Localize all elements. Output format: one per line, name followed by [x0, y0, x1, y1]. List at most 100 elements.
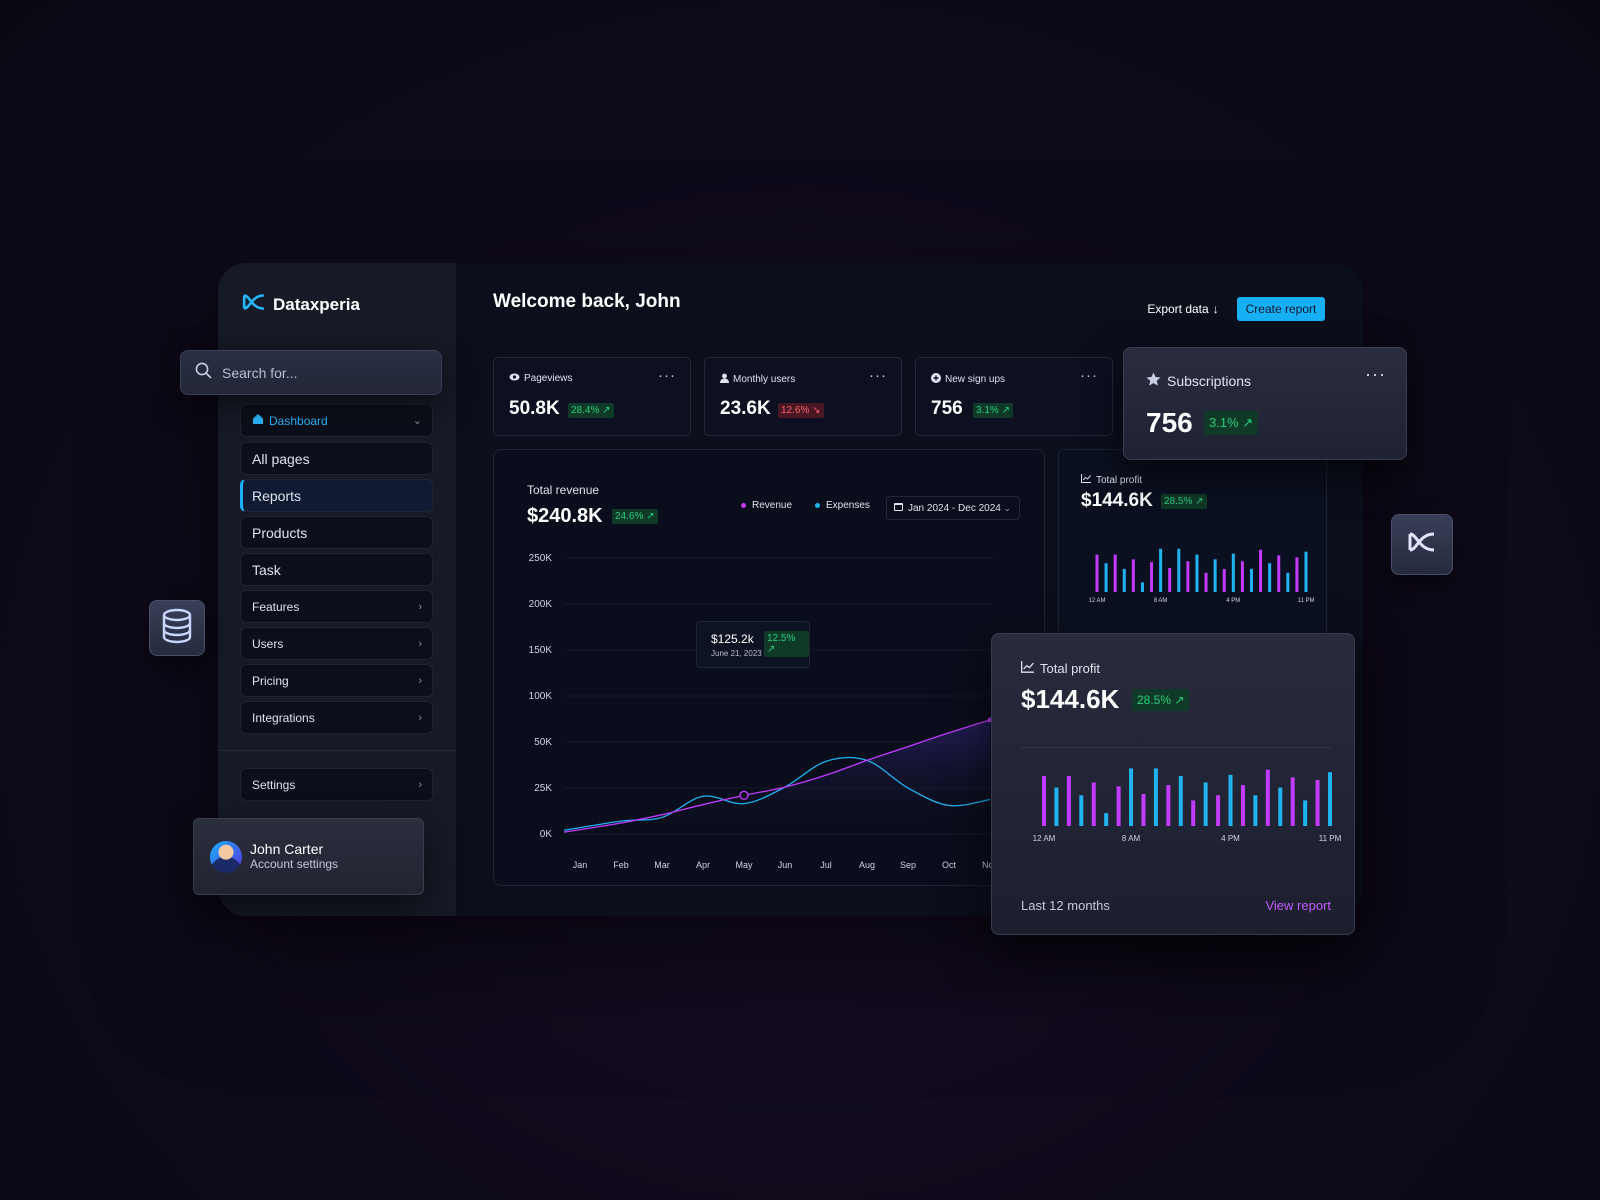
profit-bar: [1054, 787, 1059, 826]
sidebar-item-dashboard[interactable]: Dashboard ⌄: [240, 404, 433, 437]
revenue-chart[interactable]: 0K 25K 50K 100K 150K 200K 250K Jan Feb Mar Apr May J…: [494, 450, 1045, 886]
sidebar-item-pricing[interactable]: Pricing ›: [240, 664, 433, 697]
profit-bar: [1277, 555, 1281, 592]
profit-title-group: Total profit: [1021, 661, 1100, 676]
sidebar-item-label: Integrations: [252, 710, 315, 725]
stat-label: Monthly users: [733, 374, 796, 385]
profit-title: Total profit: [1040, 661, 1100, 676]
star-icon: [1146, 372, 1161, 389]
view-report-link[interactable]: View report: [1265, 898, 1331, 913]
plus-circle-icon: [931, 373, 941, 386]
legend-label: Expenses: [826, 500, 870, 511]
profit-title: Total profit: [1096, 474, 1143, 486]
more-icon[interactable]: ···: [658, 367, 676, 384]
change-badge: 28.5% ↗: [1132, 689, 1190, 711]
legend-expenses: Expenses: [815, 500, 870, 511]
profit-bar: [1166, 785, 1171, 826]
x-tick-label: May: [735, 860, 753, 870]
profit-bar: [1079, 795, 1084, 826]
x-tick-label: 8 AM: [1122, 834, 1141, 843]
create-report-button[interactable]: Create report: [1237, 297, 1325, 321]
profit-bar: [1150, 562, 1154, 592]
y-tick-label: 0K: [540, 829, 553, 840]
total-profit-card-small: Total profit $144.6K 28.5% ↗ 12 AM 8 AM 4 …: [1058, 449, 1327, 649]
sidebar-item-settings[interactable]: Settings ›: [240, 768, 433, 801]
sidebar-item-features[interactable]: Features ›: [240, 590, 433, 623]
sidebar-item-users[interactable]: Users ›: [240, 627, 433, 660]
account-name: John Carter: [250, 841, 324, 857]
brand[interactable]: Dataxperia: [241, 293, 360, 316]
profit-bar: [1228, 774, 1233, 826]
search-field[interactable]: [180, 350, 442, 395]
chart-line-icon: [1021, 661, 1034, 676]
profit-bar: [1122, 568, 1126, 592]
sidebar-item-label: Settings: [252, 777, 296, 792]
sidebar-item-task[interactable]: Task: [240, 553, 433, 586]
chart-line-icon: [1081, 474, 1091, 486]
profit-bar: [1240, 561, 1244, 592]
legend-dot: [815, 503, 820, 508]
legend-revenue: Revenue: [741, 500, 792, 511]
profit-bar: [1141, 794, 1146, 826]
sidebar-item-reports[interactable]: Reports: [240, 479, 433, 512]
x-tick-label: Jan: [573, 860, 588, 870]
y-tick-label: 25K: [534, 783, 552, 794]
export-data-label: Export data: [1147, 302, 1209, 316]
profit-bar: [1213, 559, 1217, 592]
sidebar-item-products[interactable]: Products: [240, 516, 433, 549]
profit-bar: [1095, 554, 1099, 592]
more-icon[interactable]: ···: [869, 367, 887, 384]
x-tick-label: 8 AM: [1154, 598, 1168, 604]
chevron-right-icon: ›: [418, 778, 422, 791]
home-icon: [252, 413, 264, 428]
chevron-down-icon: ⌄: [412, 415, 422, 427]
y-tick-label: 50K: [534, 737, 552, 748]
x-tick-label: Mar: [654, 860, 670, 870]
chevron-right-icon: ›: [418, 600, 422, 613]
stat-value: 50.8K: [509, 398, 560, 419]
date-range-label: Jan 2024 - Dec 2024: [908, 502, 1001, 514]
change-badge: 28.5% ↗: [1161, 494, 1207, 509]
account-card[interactable]: John Carter Account settings: [193, 818, 424, 895]
change-value: 3.1%: [1209, 415, 1239, 430]
x-tick-label: Jun: [778, 860, 793, 870]
profit-bar: [1186, 561, 1190, 592]
y-tick-label: 250K: [529, 553, 553, 564]
search-input[interactable]: [222, 364, 422, 381]
profit-bar: [1104, 813, 1109, 826]
sidebar-item-label: Features: [252, 599, 300, 614]
profit-value: $144.6K: [1081, 490, 1153, 511]
profit-bar: [1113, 554, 1117, 592]
period-label: Last 12 months: [1021, 898, 1110, 913]
sidebar-item-label: All pages: [252, 450, 310, 467]
x-tick-label: Aug: [859, 860, 875, 870]
chevron-right-icon: ›: [418, 711, 422, 724]
profit-bar: [1195, 554, 1199, 592]
profit-bar: [1177, 548, 1181, 592]
change-badge: 12.5% ↗: [764, 631, 809, 657]
date-range-select[interactable]: Jan 2024 - Dec 2024 ⌄: [886, 496, 1020, 520]
x-tick-label: Feb: [613, 860, 629, 870]
account-settings-link[interactable]: Account settings: [250, 857, 339, 871]
sidebar-item-integrations[interactable]: Integrations ›: [240, 701, 433, 734]
profit-bar: [1204, 572, 1208, 592]
chart-tooltip: $125.2k 12.5% ↗ June 21, 2023: [696, 621, 810, 668]
stat-card-pageviews: Pageviews ··· 50.8K 28.4% ↗: [493, 357, 691, 436]
change-badge: 3.1% ↗: [973, 403, 1013, 418]
profit-bar: [1153, 768, 1158, 826]
profit-bar: [1253, 795, 1258, 826]
profit-bar: [1159, 548, 1163, 592]
profit-bar: [1168, 568, 1172, 592]
stat-label: Pageviews: [524, 373, 573, 384]
export-data-button[interactable]: Export data ↓: [1137, 297, 1229, 321]
profit-bar: [1131, 559, 1135, 592]
x-tick-label: Sep: [900, 860, 916, 870]
chevron-right-icon: ›: [418, 674, 422, 687]
more-icon[interactable]: ···: [1080, 367, 1098, 384]
more-icon[interactable]: ···: [1365, 364, 1386, 384]
database-float-button[interactable]: [149, 600, 205, 656]
hover-marker: [739, 790, 749, 801]
sidebar-item-all-pages[interactable]: All pages: [240, 442, 433, 475]
profit-bar: [1259, 549, 1263, 592]
logo-float-button[interactable]: [1391, 514, 1453, 575]
